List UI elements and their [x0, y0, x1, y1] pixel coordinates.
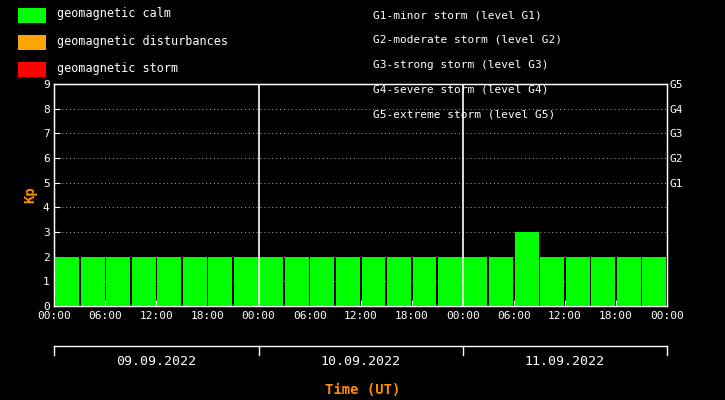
Bar: [157, 257, 181, 306]
Bar: [617, 257, 641, 306]
Bar: [132, 257, 156, 306]
Bar: [566, 257, 589, 306]
Text: geomagnetic calm: geomagnetic calm: [57, 8, 170, 20]
Text: G2-moderate storm (level G2): G2-moderate storm (level G2): [373, 35, 563, 45]
Y-axis label: Kp: Kp: [23, 187, 37, 203]
Bar: [234, 257, 257, 306]
Bar: [310, 257, 334, 306]
Bar: [336, 257, 360, 306]
Bar: [438, 257, 462, 306]
Bar: [55, 257, 79, 306]
Bar: [362, 257, 386, 306]
Text: G5-extreme storm (level G5): G5-extreme storm (level G5): [373, 109, 555, 119]
Text: G1-minor storm (level G1): G1-minor storm (level G1): [373, 10, 542, 20]
Bar: [489, 257, 513, 306]
Text: 10.09.2022: 10.09.2022: [320, 355, 401, 368]
Bar: [107, 257, 130, 306]
Bar: [387, 257, 411, 306]
Bar: [260, 257, 283, 306]
Text: 09.09.2022: 09.09.2022: [117, 355, 196, 368]
Text: G3-strong storm (level G3): G3-strong storm (level G3): [373, 60, 549, 70]
Bar: [80, 257, 104, 306]
Bar: [592, 257, 615, 306]
Bar: [464, 257, 487, 306]
Bar: [285, 257, 309, 306]
Text: geomagnetic storm: geomagnetic storm: [57, 62, 178, 75]
Text: 11.09.2022: 11.09.2022: [525, 355, 605, 368]
Text: G4-severe storm (level G4): G4-severe storm (level G4): [373, 84, 549, 94]
Bar: [208, 257, 232, 306]
Bar: [642, 257, 666, 306]
Text: Time (UT): Time (UT): [325, 383, 400, 397]
Bar: [515, 232, 539, 306]
Bar: [540, 257, 564, 306]
Text: geomagnetic disturbances: geomagnetic disturbances: [57, 35, 228, 48]
Bar: [183, 257, 207, 306]
Bar: [413, 257, 436, 306]
